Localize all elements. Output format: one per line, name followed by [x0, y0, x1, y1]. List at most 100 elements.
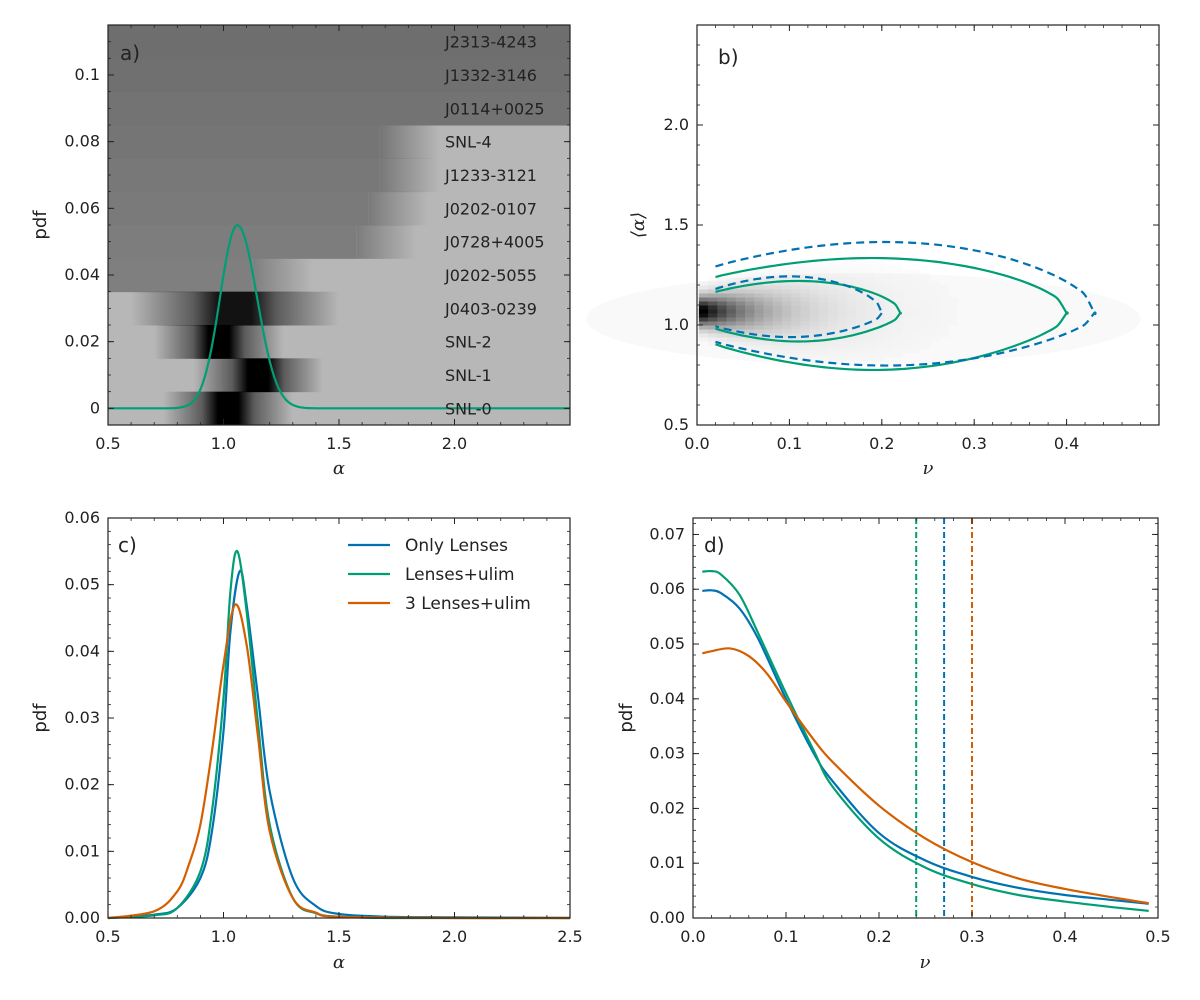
density-cell	[837, 341, 848, 346]
density-cell	[800, 297, 811, 302]
row-label: J0202-0107	[444, 199, 537, 218]
density-cell	[809, 305, 820, 310]
density-cell	[818, 329, 829, 334]
density-cell	[865, 269, 875, 274]
density-cell	[846, 277, 857, 282]
density-cell	[892, 297, 903, 302]
density-cell	[883, 273, 894, 278]
density-cell	[865, 337, 875, 342]
density-cell	[708, 309, 718, 314]
density-cell	[828, 293, 838, 298]
density-cell	[865, 281, 875, 286]
x-tick-label: 0.0	[684, 434, 709, 453]
legend: Only Lenses Lenses+ulim 3 Lenses+ulim	[348, 536, 531, 614]
density-cell	[855, 285, 866, 290]
density-cell	[855, 277, 866, 282]
density-cell	[772, 337, 783, 342]
density-cell	[800, 317, 811, 322]
density-cell	[745, 273, 755, 278]
density-cell	[865, 293, 875, 298]
density-cell	[754, 345, 765, 350]
density-cell	[698, 329, 709, 334]
density-cell	[837, 325, 848, 330]
row-label: J0403-0239	[444, 299, 537, 318]
density-cell	[892, 269, 903, 274]
density-cell	[763, 329, 774, 334]
heatmap-row-fill	[530, 91, 570, 126]
density-cell	[735, 301, 746, 306]
density-cell	[763, 345, 774, 350]
density-cell	[818, 297, 829, 302]
y-tick-label: 1.0	[664, 315, 689, 334]
density-cell	[772, 269, 783, 274]
density-cell	[846, 265, 857, 270]
density-cell	[698, 333, 709, 338]
density-cell	[865, 261, 875, 266]
density-cell	[874, 349, 885, 354]
density-cell	[818, 289, 829, 294]
density-cell	[809, 261, 820, 266]
density-cell	[745, 297, 755, 302]
density-cell	[837, 261, 848, 266]
density-cell	[763, 309, 774, 314]
density-cell	[818, 333, 829, 338]
density-cell	[708, 305, 718, 310]
density-cell	[708, 341, 718, 346]
density-cell	[883, 269, 894, 274]
density-cell	[763, 305, 774, 310]
density-cell	[892, 329, 903, 334]
density-cell	[837, 309, 848, 314]
density-cell	[929, 289, 940, 294]
density-cell	[745, 305, 755, 310]
density-cell	[874, 269, 885, 274]
density-cell	[809, 293, 820, 298]
density-cell	[745, 341, 755, 346]
density-cell	[745, 321, 755, 326]
density-cell	[772, 285, 783, 290]
density-cell	[911, 341, 922, 346]
density-cell	[782, 313, 792, 318]
density-cell	[763, 269, 774, 274]
row-label: J1332-3146	[444, 66, 537, 85]
density-cell	[782, 341, 792, 346]
density-cell	[800, 281, 811, 286]
density-cell	[902, 273, 912, 278]
density-cell	[920, 309, 931, 314]
density-cell	[939, 309, 949, 314]
x-tick-label: 1.0	[211, 434, 236, 453]
density-cell	[855, 321, 866, 326]
density-cell	[726, 309, 737, 314]
y-tick-label: 0.1	[75, 65, 100, 84]
density-cell	[782, 269, 792, 274]
density-cell	[837, 353, 848, 358]
density-cell	[902, 301, 912, 306]
density-cell	[865, 357, 875, 362]
density-cell	[911, 289, 922, 294]
density-cell	[754, 309, 765, 314]
density-cell	[818, 325, 829, 330]
density-cell	[772, 301, 783, 306]
density-cell	[782, 329, 792, 334]
density-cell	[929, 337, 940, 342]
y-tick-label: 0.01	[649, 853, 685, 872]
row-label: J0114+0025	[444, 99, 545, 118]
density-cell	[939, 333, 949, 338]
density-cell	[883, 349, 894, 354]
density-cell	[818, 305, 829, 310]
density-cell	[717, 341, 728, 346]
density-cell	[911, 293, 922, 298]
density-cell	[735, 293, 746, 298]
density-cell	[818, 265, 829, 270]
density-cell	[717, 337, 728, 342]
density-cell	[883, 333, 894, 338]
density-cell	[855, 301, 866, 306]
density-cell	[855, 293, 866, 298]
density-cell	[902, 269, 912, 274]
density-cell	[754, 341, 765, 346]
density-cell	[717, 321, 728, 326]
density-cell	[828, 357, 838, 362]
density-cell	[726, 293, 737, 298]
density-cell	[902, 297, 912, 302]
x-tick-label: 2.0	[442, 434, 467, 453]
density-cell	[809, 353, 820, 358]
